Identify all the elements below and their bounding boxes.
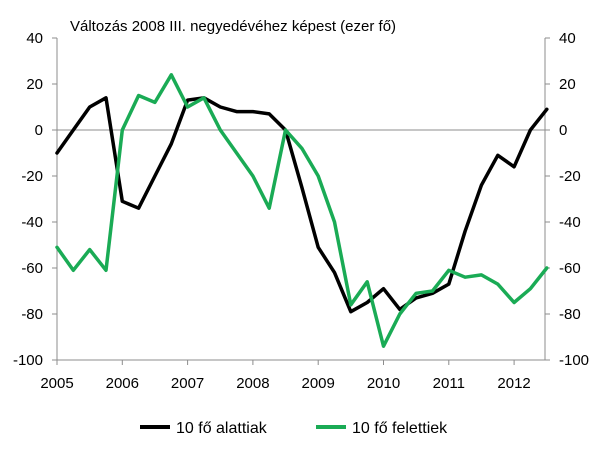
y-right-tick-label: -80 xyxy=(559,306,581,323)
x-tick-label: 2007 xyxy=(171,375,204,392)
y-left-tick-label: -20 xyxy=(21,168,43,185)
y-right-tick-label: -60 xyxy=(559,260,581,277)
y-right-tick-label: -40 xyxy=(559,214,581,231)
legend: 10 fő alattiak 10 fő felettiek xyxy=(140,420,448,437)
y-left-tick-label: -60 xyxy=(21,260,43,277)
x-tick-label: 2005 xyxy=(40,375,73,392)
y-left-tick-label: -40 xyxy=(21,214,43,231)
x-tick-label: 2010 xyxy=(367,375,400,392)
x-axis-ticks: 2005 2006 2007 2008 2009 2010 2011 2012 xyxy=(40,360,531,392)
x-tick-label: 2009 xyxy=(302,375,335,392)
axes xyxy=(56,38,546,361)
series-line-alattiak xyxy=(55,96,549,314)
x-tick-label: 2008 xyxy=(236,375,269,392)
y-right-tick-label: -20 xyxy=(559,168,581,185)
x-tick-label: 2011 xyxy=(433,375,465,392)
y-axis-left-ticks: 40 20 0 -20 -40 -60 -80 -100 xyxy=(13,30,57,369)
y-left-tick-label: 40 xyxy=(26,30,43,47)
y-left-tick-label: -100 xyxy=(13,352,43,369)
x-tick-label: 2006 xyxy=(106,375,139,392)
series-lines xyxy=(55,73,549,348)
x-tick-label: 2012 xyxy=(497,375,530,392)
legend-label-alattiak: 10 fő alattiak xyxy=(176,420,268,437)
y-right-tick-label: 0 xyxy=(559,122,567,139)
legend-label-felettiek: 10 fő felettiek xyxy=(352,420,448,437)
y-left-tick-label: 20 xyxy=(26,76,43,93)
y-left-tick-label: -80 xyxy=(21,306,43,323)
y-right-tick-label: 20 xyxy=(559,76,576,93)
chart-title: Változás 2008 III. negyedévéhez képest (… xyxy=(70,18,396,35)
y-right-tick-label: 40 xyxy=(559,30,576,47)
y-right-tick-label: -100 xyxy=(559,352,589,369)
y-left-tick-label: 0 xyxy=(35,122,43,139)
y-axis-right-ticks: 40 20 0 -20 -40 -60 -80 -100 xyxy=(545,30,589,369)
series-line-felettiek xyxy=(55,73,549,348)
